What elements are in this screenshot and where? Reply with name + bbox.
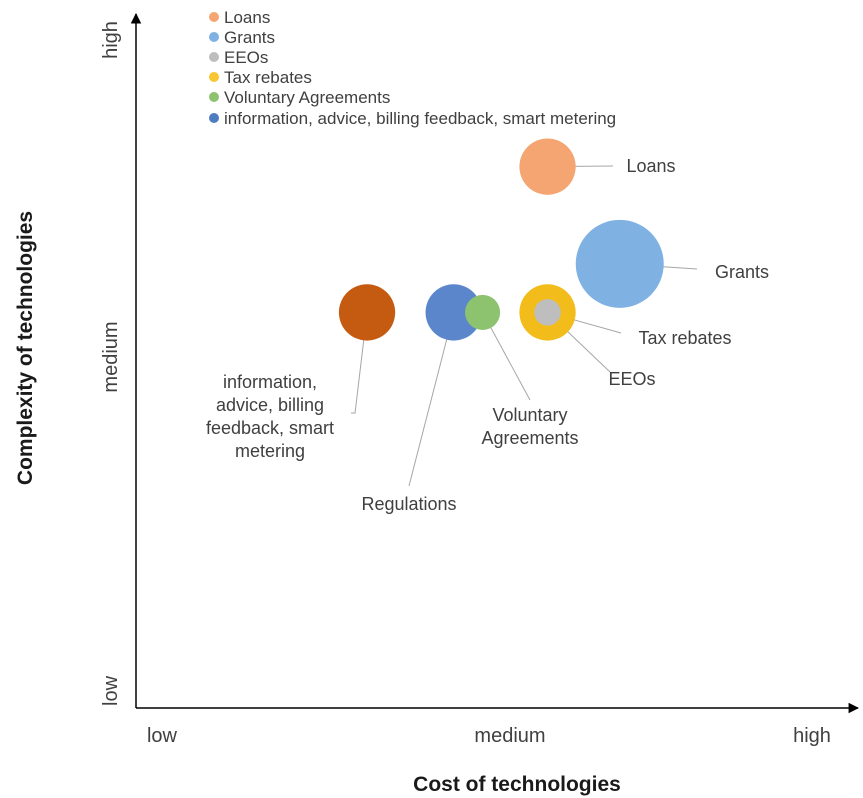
legend-label: EEOs xyxy=(224,48,268,67)
bubble-label: information, advice, billing feedback, sma… xyxy=(206,372,334,461)
legend-swatch xyxy=(209,72,219,82)
x-tick-low: low xyxy=(147,725,178,747)
legend-swatch xyxy=(209,52,219,62)
legend-swatch xyxy=(209,32,219,42)
bubble-label-line: Loans xyxy=(626,156,675,176)
bubble-label-line: Voluntary xyxy=(492,405,567,425)
bubble-label: Loans xyxy=(626,156,675,176)
legend-label: Grants xyxy=(224,28,275,47)
bubble-label-line: Tax rebates xyxy=(638,328,731,348)
legend-label: information, advice, billing feedback, s… xyxy=(224,109,616,128)
legend-swatch xyxy=(209,12,219,22)
bubble xyxy=(425,284,482,341)
legend-item: Loans xyxy=(209,8,270,27)
leader-line xyxy=(351,312,368,414)
legend: Loans Grants EEOs Tax rebates Voluntary … xyxy=(209,8,616,128)
y-tick-low: low xyxy=(100,675,122,706)
bubble xyxy=(465,294,501,330)
legend-item: Voluntary Agreements xyxy=(209,88,390,107)
bubble-label: Grants xyxy=(715,262,769,282)
legend-item: EEOs xyxy=(209,48,268,67)
y-axis-title: Complexity of technologies xyxy=(14,211,37,485)
bubble-label-line: metering xyxy=(235,441,305,461)
bubble xyxy=(338,284,396,341)
legend-label: Voluntary Agreements xyxy=(224,88,390,107)
bubble-label-line: advice, billing xyxy=(216,395,324,415)
x-axis-title: Cost of technologies xyxy=(413,773,621,796)
x-tick-high: high xyxy=(793,725,831,747)
bubble-label-line: feedback, smart xyxy=(206,418,334,438)
bubble-label-line: Regulations xyxy=(361,494,456,514)
bubble-label-line: EEOs xyxy=(608,369,655,389)
bubble xyxy=(519,138,576,195)
bubble-label: Voluntary Agreements xyxy=(481,405,578,448)
bubble xyxy=(534,299,561,326)
bubble-label: Regulations xyxy=(361,494,456,514)
y-tick-high: high xyxy=(100,21,122,59)
bubble-label-line: Grants xyxy=(715,262,769,282)
bubble-label-line: Agreements xyxy=(481,428,578,448)
bubble-label: EEOs xyxy=(608,369,655,389)
legend-item: Grants xyxy=(209,28,275,47)
legend-item: Tax rebates xyxy=(209,68,312,87)
legend-swatch xyxy=(209,113,219,123)
legend-swatch xyxy=(209,92,219,102)
legend-label: Tax rebates xyxy=(224,68,312,87)
bubble-label-line: information, xyxy=(223,372,317,392)
leader-line xyxy=(408,312,455,487)
legend-item: information, advice, billing feedback, s… xyxy=(209,109,616,128)
y-tick-medium: medium xyxy=(100,321,122,392)
legend-label: Loans xyxy=(224,8,270,27)
bubble xyxy=(575,219,664,308)
x-tick-medium: medium xyxy=(474,725,545,747)
bubble-label: Tax rebates xyxy=(638,328,731,348)
bubble-labels: Loans Grants Tax rebates EEOs Voluntary Agree… xyxy=(206,156,769,514)
bubbles xyxy=(338,138,664,341)
